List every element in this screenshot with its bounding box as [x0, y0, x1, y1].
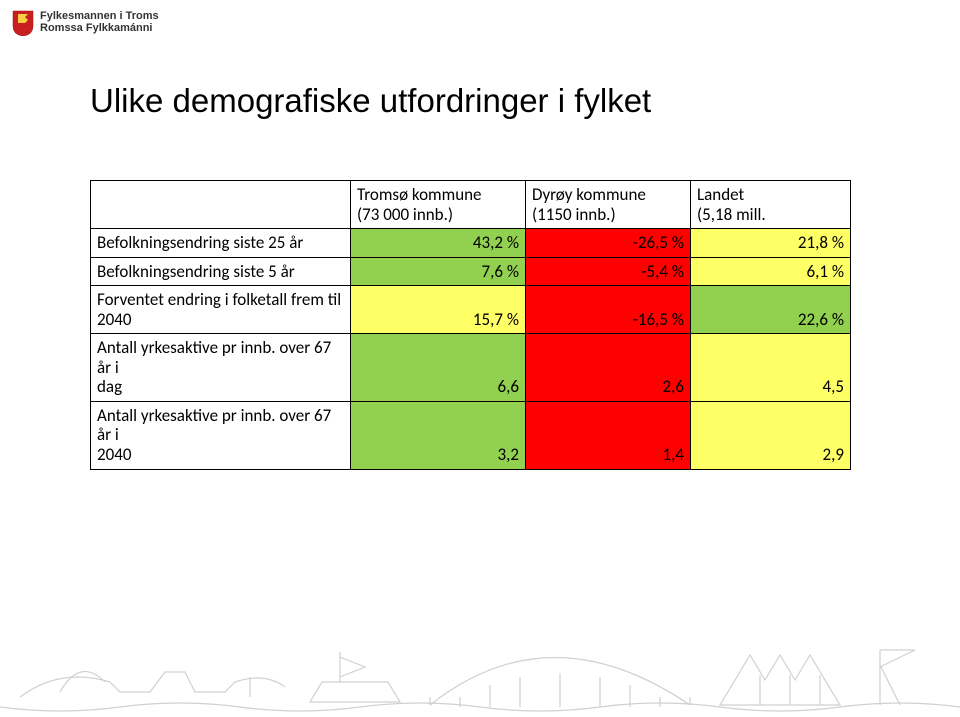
header-col-1: Tromsø kommune (73 000 innb.): [351, 181, 526, 229]
row-label-line-1: Antall yrkesaktive pr innb. over 67 år i: [97, 337, 331, 378]
table-row: Antall yrkesaktive pr innb. over 67 år i…: [91, 334, 851, 402]
org-line-2: Romssa Fylkkamánni: [40, 22, 159, 34]
header-col-2-line-1: Dyrøy kommune: [532, 184, 646, 205]
header-col-1-line-2: (73 000 innb.): [357, 204, 453, 225]
cell: 43,2 %: [351, 229, 526, 258]
org-text: Fylkesmannen i Troms Romssa Fylkkamánni: [40, 10, 159, 34]
header-col-2-line-2: (1150 innb.): [532, 204, 616, 225]
row-label: Antall yrkesaktive pr innb. over 67 år i…: [91, 334, 351, 402]
table-row: Forventet endring i folketall frem til 2…: [91, 286, 851, 334]
cell: 21,8 %: [691, 229, 851, 258]
cell: -5,4 %: [526, 257, 691, 286]
table-header-row: Tromsø kommune (73 000 innb.) Dyrøy komm…: [91, 181, 851, 229]
table-row: Antall yrkesaktive pr innb. over 67 år i…: [91, 401, 851, 469]
cell: 7,6 %: [351, 257, 526, 286]
row-label-line-1: Forventet endring i folketall frem til: [97, 289, 341, 310]
header-col-3: Landet (5,18 mill.: [691, 181, 851, 229]
row-label-line-2: dag: [97, 376, 122, 397]
cell: 4,5: [691, 334, 851, 402]
header-col-3-line-1: Landet: [697, 184, 744, 205]
header-col-2: Dyrøy kommune (1150 innb.): [526, 181, 691, 229]
cell: 2,9: [691, 401, 851, 469]
cell: 6,6: [351, 334, 526, 402]
cell: -16,5 %: [526, 286, 691, 334]
header-col-1-line-1: Tromsø kommune: [357, 184, 482, 205]
shield-icon: [12, 10, 34, 36]
header-empty: [91, 181, 351, 229]
row-label: Befolkningsendring siste 25 år: [91, 229, 351, 258]
header-logo: Fylkesmannen i Troms Romssa Fylkkamánni: [12, 10, 159, 36]
cell: -26,5 %: [526, 229, 691, 258]
row-label: Befolkningsendring siste 5 år: [91, 257, 351, 286]
footer-skyline-art: [0, 577, 960, 717]
cell: 22,6 %: [691, 286, 851, 334]
row-label-line-2: 2040: [97, 309, 131, 330]
cell: 1,4: [526, 401, 691, 469]
org-line-1: Fylkesmannen i Troms: [40, 10, 159, 22]
table-row: Befolkningsendring siste 25 år 43,2 % -2…: [91, 229, 851, 258]
cell: 3,2: [351, 401, 526, 469]
slide-title: Ulike demografiske utfordringer i fylket: [90, 82, 900, 120]
row-label: Forventet endring i folketall frem til 2…: [91, 286, 351, 334]
cell: 6,1 %: [691, 257, 851, 286]
row-label: Antall yrkesaktive pr innb. over 67 år i…: [91, 401, 351, 469]
slide-title-wrap: Ulike demografiske utfordringer i fylket: [90, 82, 900, 120]
cell: 15,7 %: [351, 286, 526, 334]
row-label-line-2: 2040: [97, 444, 131, 465]
row-label-line-1: Antall yrkesaktive pr innb. over 67 år i: [97, 405, 331, 446]
cell: 2,6: [526, 334, 691, 402]
header-col-3-line-2: (5,18 mill.: [697, 204, 766, 225]
table-row: Befolkningsendring siste 5 år 7,6 % -5,4…: [91, 257, 851, 286]
demographics-table: Tromsø kommune (73 000 innb.) Dyrøy komm…: [90, 180, 850, 470]
